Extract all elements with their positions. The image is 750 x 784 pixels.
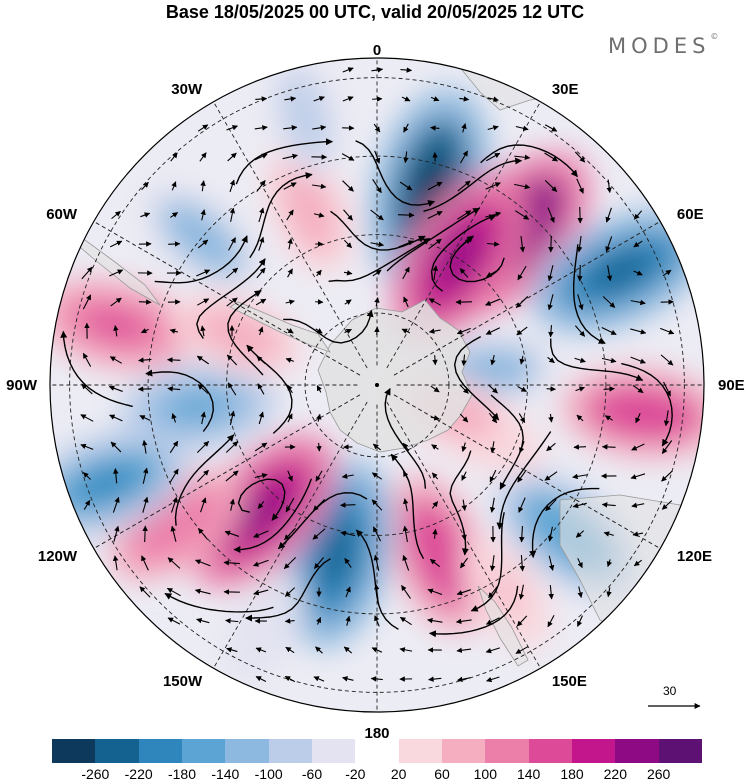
colorbar-segment xyxy=(269,739,312,763)
colorbar-tick-label: -20 xyxy=(345,766,365,782)
wind-arrow xyxy=(139,302,151,303)
colorbar-segment xyxy=(139,739,182,763)
longitude-label: 120E xyxy=(677,548,712,565)
colorbar-tick-label: 20 xyxy=(391,766,407,782)
reference-vector-label: 30 xyxy=(663,684,676,698)
colorbar-segment xyxy=(95,739,138,763)
colorbar-segment xyxy=(659,739,702,763)
colorbar-tick-label: 220 xyxy=(604,766,627,782)
colorbar-segment xyxy=(572,739,615,763)
longitude-label: 60W xyxy=(46,206,78,223)
wind-arrow xyxy=(398,215,414,216)
longitude-label: 150E xyxy=(552,673,587,690)
colorbar-tick-label: -60 xyxy=(302,766,322,782)
colorbar-segment xyxy=(182,739,225,763)
longitude-label: 150W xyxy=(163,673,203,690)
south-pole-marker xyxy=(375,383,379,387)
longitude-label: 90W xyxy=(6,377,38,394)
wind-arrow xyxy=(435,355,436,364)
colorbar-segment xyxy=(615,739,658,763)
wind-arrow xyxy=(551,236,552,252)
wind-arrow xyxy=(547,389,556,390)
colorbar-segment xyxy=(529,739,572,763)
colorbar-segment xyxy=(485,739,528,763)
colorbar-tick-label: -220 xyxy=(125,766,153,782)
wind-arrow xyxy=(168,244,180,245)
colorbar-segment xyxy=(442,739,485,763)
colorbar-tick-label: 140 xyxy=(517,766,540,782)
colorbar-segment xyxy=(225,739,268,763)
longitude-label: 90E xyxy=(718,377,745,394)
colorbar-segment xyxy=(355,739,398,763)
wind-arrow xyxy=(168,360,181,361)
colorbar xyxy=(52,739,702,763)
colorbar-tick-label: -260 xyxy=(81,766,109,782)
longitude-label: 0 xyxy=(373,42,381,59)
wind-arrow xyxy=(580,265,581,281)
colorbar-tick-labels: -260 -220 -180 -140 -100 -60 -20 20 60 100 140 180 2… xyxy=(0,766,750,784)
colorbar-segment xyxy=(399,739,442,763)
wind-arrow xyxy=(574,447,586,448)
wind-arrow xyxy=(341,505,356,506)
colorbar-tick-label: 260 xyxy=(647,766,670,782)
longitude-label: 60E xyxy=(677,206,704,223)
longitude-label: 120W xyxy=(38,548,78,565)
colorbar-segment xyxy=(312,739,355,763)
colorbar-segment xyxy=(52,739,95,763)
wind-arrow xyxy=(145,526,146,542)
colorbar-tick-label: 100 xyxy=(474,766,497,782)
wind-arrow xyxy=(315,302,323,303)
colorbar-tick-label: 60 xyxy=(434,766,450,782)
colorbar-tick-label: -140 xyxy=(211,766,239,782)
wind-arrow xyxy=(580,207,581,223)
longitude-label: 30W xyxy=(171,81,203,98)
wind-arrow xyxy=(377,327,378,335)
colorbar-tick-label: 180 xyxy=(560,766,583,782)
wind-arrow xyxy=(319,443,320,451)
colorbar-tick-label: -180 xyxy=(168,766,196,782)
longitude-label: 30E xyxy=(552,81,579,98)
wind-arrow xyxy=(602,447,615,448)
colorbar-tick-label: -100 xyxy=(255,766,283,782)
